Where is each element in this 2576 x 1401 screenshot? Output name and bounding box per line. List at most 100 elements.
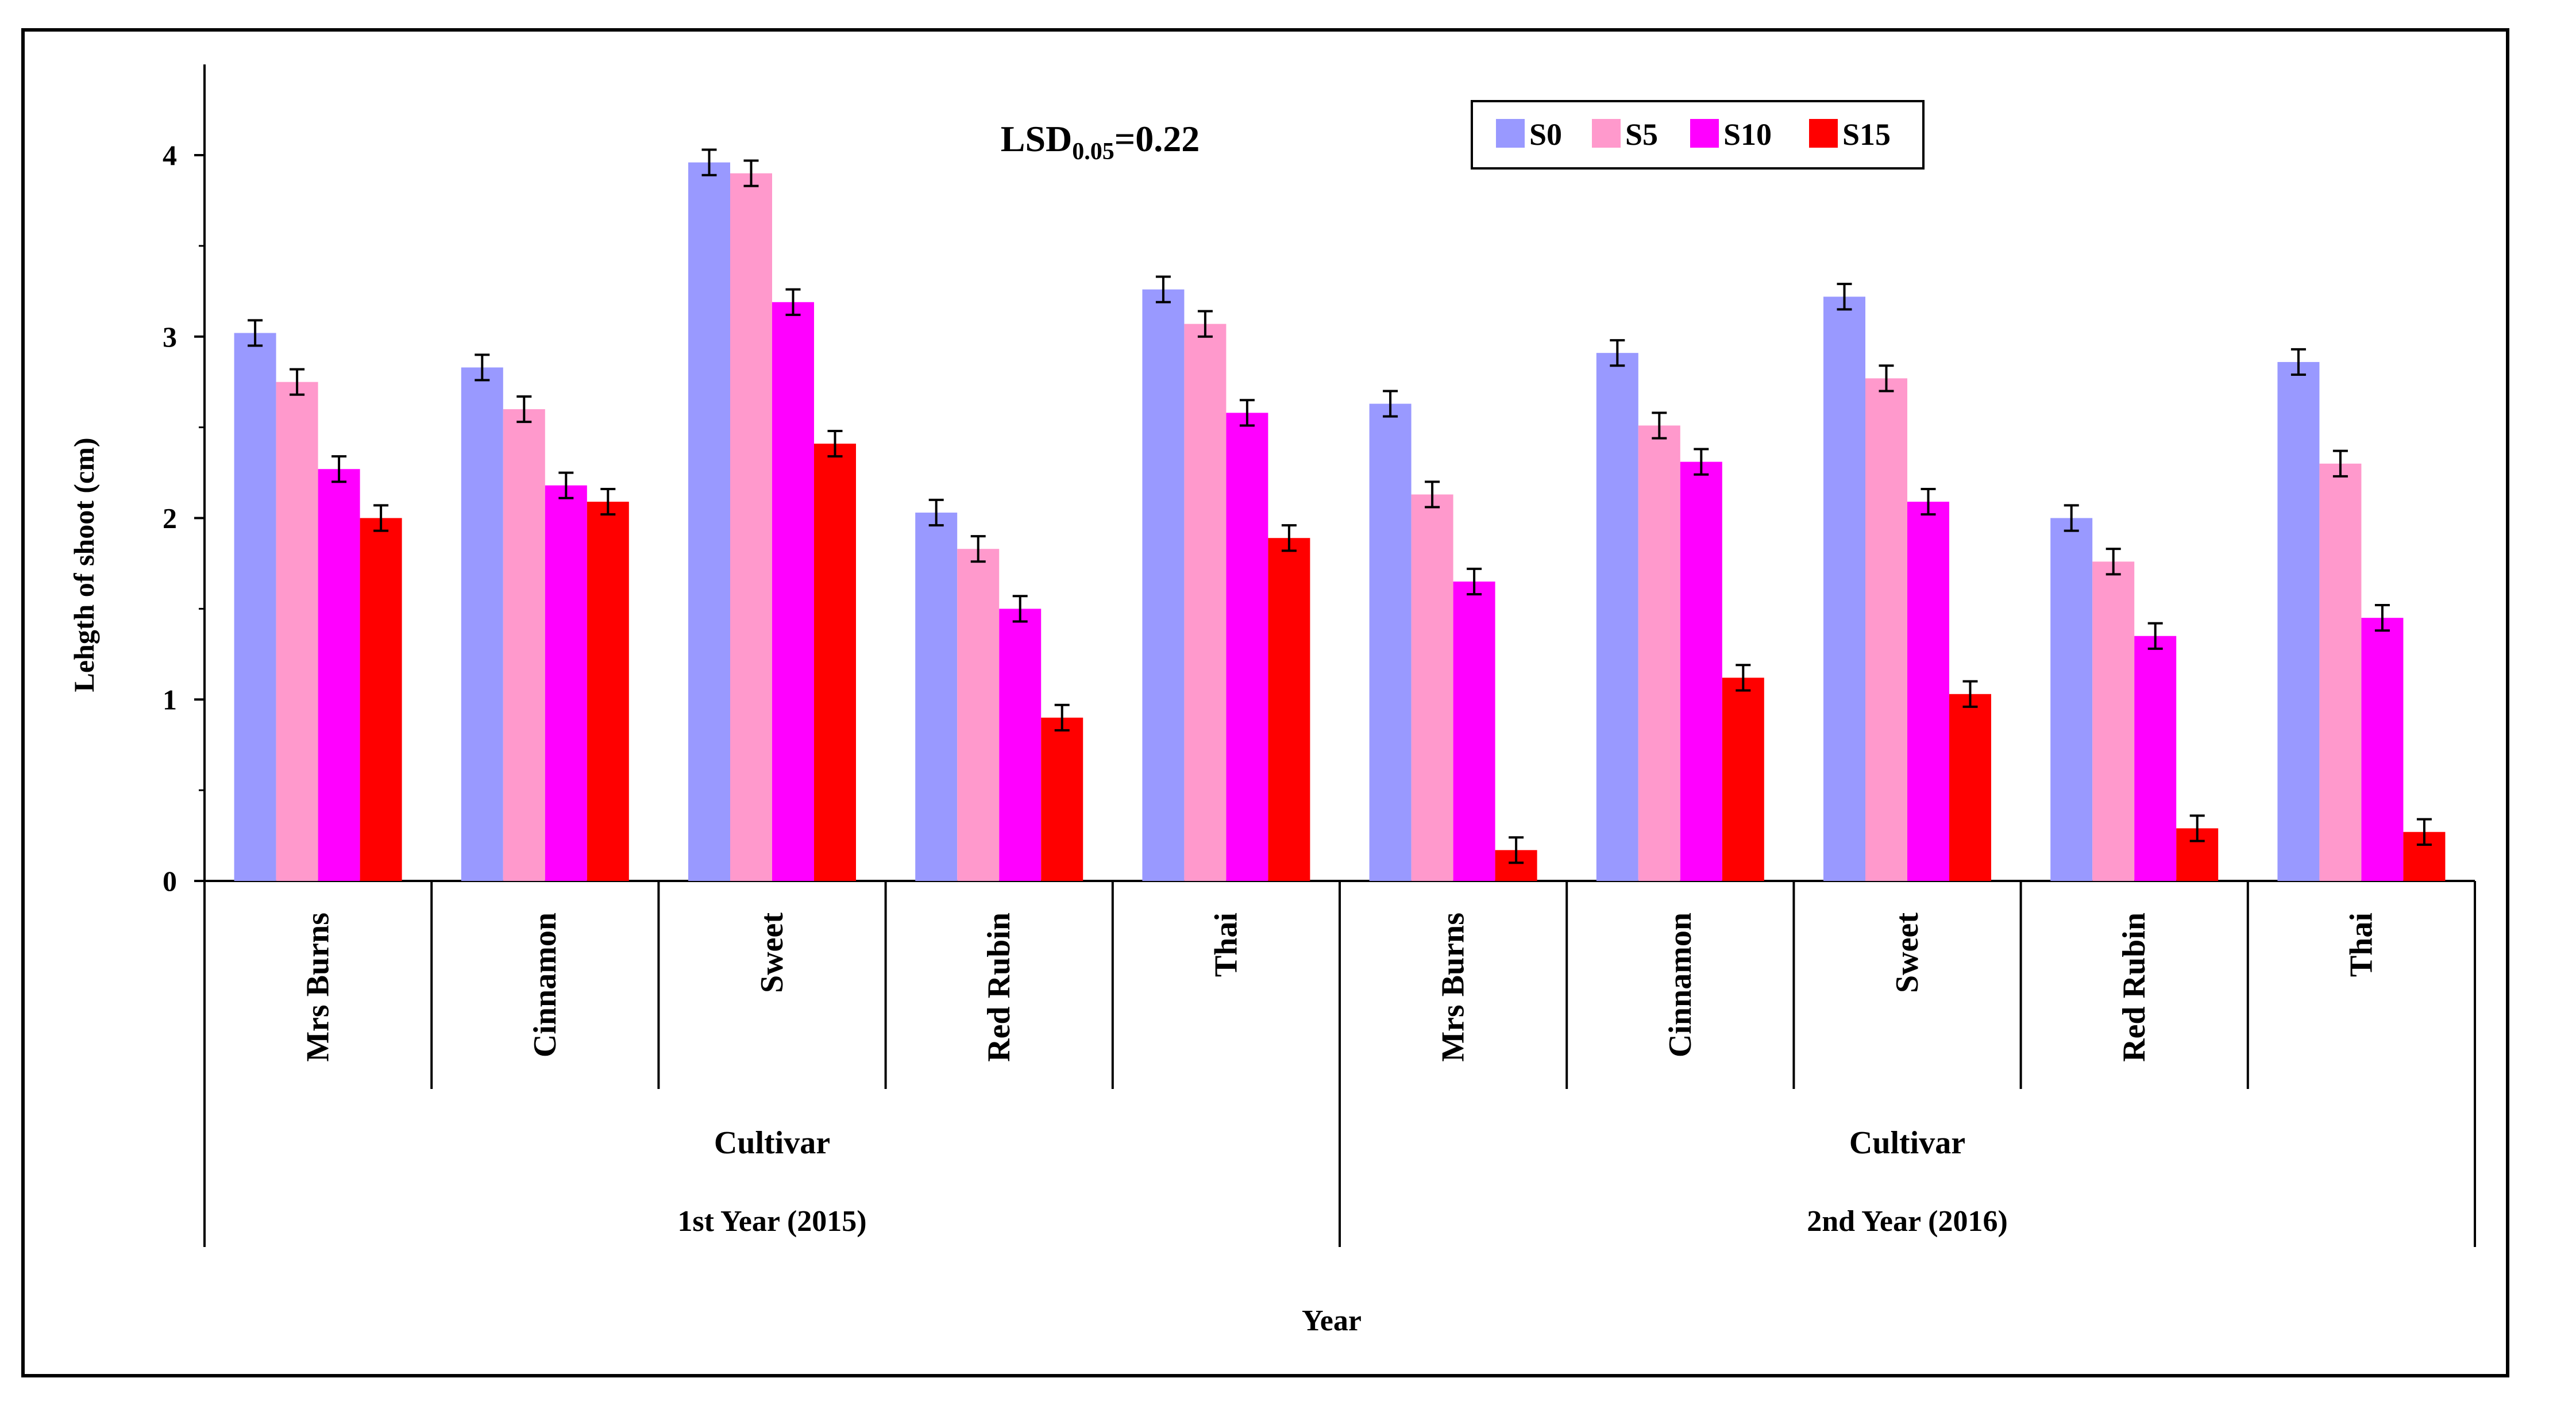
error-bar [1197, 310, 1213, 338]
bar-s0 [1596, 353, 1638, 881]
bar-s15 [1949, 694, 1991, 881]
category-label: Red Rubin [2116, 913, 2152, 1062]
bar-s0 [2050, 518, 2093, 881]
bar-s10 [1907, 502, 1949, 881]
category-label: Cinnamon [527, 913, 563, 1057]
bar-s10 [545, 485, 587, 881]
error-bar [970, 535, 986, 563]
legend-label-s10: S10 [1723, 117, 1772, 152]
category-label: Mrs Burns [300, 913, 336, 1062]
error-bar [475, 353, 490, 382]
error-bar [1281, 524, 1297, 552]
category-label: Red Rubin [981, 913, 1017, 1062]
category-label: Thai [1208, 913, 1244, 977]
bar-s5 [730, 173, 772, 882]
error-bar [516, 395, 532, 424]
group-sublabel: Cultivar [1849, 1125, 1965, 1161]
bar-s0 [2277, 361, 2320, 881]
bar-s15 [360, 518, 402, 881]
bar-s15 [1041, 717, 1083, 881]
y-tick-label: 0 [163, 865, 177, 897]
error-bar [827, 429, 843, 458]
error-bar [2332, 449, 2348, 478]
error-bar [785, 288, 801, 316]
category-label: Sweet [1889, 913, 1925, 993]
bar-s10 [2134, 636, 2177, 881]
error-bar [1962, 680, 1978, 708]
legend: S0 S5 S10 S15 [1471, 100, 1925, 170]
lsd-subscript: 0.05 [1072, 138, 1115, 165]
category-label: Sweet [754, 913, 790, 993]
error-bar [2105, 548, 2121, 576]
error-bar [1383, 390, 1398, 418]
error-bar [1467, 567, 1482, 596]
error-bar [701, 148, 717, 176]
legend-label-s0: S0 [1529, 117, 1562, 152]
legend-swatch-s10 [1690, 119, 1719, 148]
error-bar [558, 471, 574, 499]
group-label: 1st Year (2015) [677, 1205, 866, 1238]
bar-s10 [772, 302, 814, 881]
bar-s0 [234, 333, 276, 881]
error-bar [1837, 283, 1852, 311]
error-bars [248, 148, 2432, 864]
bar-s5 [1865, 378, 1907, 881]
error-bar [1736, 664, 1751, 692]
bar-s0 [1142, 289, 1185, 881]
group-label: 2nd Year (2016) [1807, 1205, 2008, 1238]
legend-swatch-s5 [1592, 119, 1621, 148]
y-tick-label: 4 [163, 139, 177, 171]
bar-s0 [915, 513, 958, 881]
error-bar [1012, 595, 1028, 623]
lsd-suffix: =0.22 [1115, 118, 1200, 159]
bar-s10 [1453, 582, 1495, 881]
category-label: Mrs Burns [1436, 913, 1471, 1062]
error-bar [1694, 448, 1709, 476]
error-bar [1879, 364, 1894, 392]
error-bar [1425, 480, 1440, 509]
error-bar [2374, 604, 2390, 632]
bar-s5 [2092, 561, 2135, 881]
error-bar [248, 319, 263, 347]
bar-s10 [1226, 413, 1268, 881]
error-bar [290, 368, 305, 396]
bar-s15 [1722, 678, 1764, 881]
error-bar [1155, 275, 1171, 303]
legend-label-s15: S15 [1842, 117, 1891, 152]
bar-s5 [1638, 425, 1680, 881]
bar-s5 [503, 409, 545, 881]
error-bar [2290, 348, 2306, 376]
error-bar [1509, 836, 1524, 864]
y-tick-label: 1 [163, 683, 177, 715]
bar-s15 [587, 502, 629, 881]
group-sublabel: Cultivar [714, 1125, 830, 1161]
bar-s0 [461, 367, 503, 881]
error-bar [373, 504, 389, 532]
error-bar [2189, 814, 2205, 842]
bar-s10 [1680, 461, 1722, 881]
bar-s10 [2361, 618, 2404, 881]
category-label: Thai [2343, 913, 2379, 977]
error-bar [1239, 399, 1255, 427]
bar-s5 [1411, 494, 1453, 881]
legend-swatch-s0 [1496, 119, 1525, 148]
y-tick-label: 2 [163, 502, 177, 534]
error-bar [1652, 411, 1667, 440]
error-bar [1921, 487, 1936, 516]
bar-s15 [1268, 538, 1310, 881]
error-bar [2147, 622, 2163, 650]
error-bar [331, 455, 347, 483]
legend-label-s5: S5 [1625, 117, 1658, 152]
bar-s0 [688, 162, 730, 881]
error-bar [743, 159, 759, 187]
category-axis: Mrs Burns Cinnamon Sweet Red Rubin Thai Mrs B… [203, 881, 2476, 1247]
bar-s0 [1823, 297, 1865, 881]
legend-swatch-s15 [1809, 119, 1838, 148]
bars [234, 162, 2446, 882]
x-axis-label: Year [1302, 1304, 1362, 1337]
lsd-prefix: LSD [1001, 118, 1073, 159]
error-bar [928, 498, 944, 527]
bar-s5 [1184, 324, 1227, 881]
